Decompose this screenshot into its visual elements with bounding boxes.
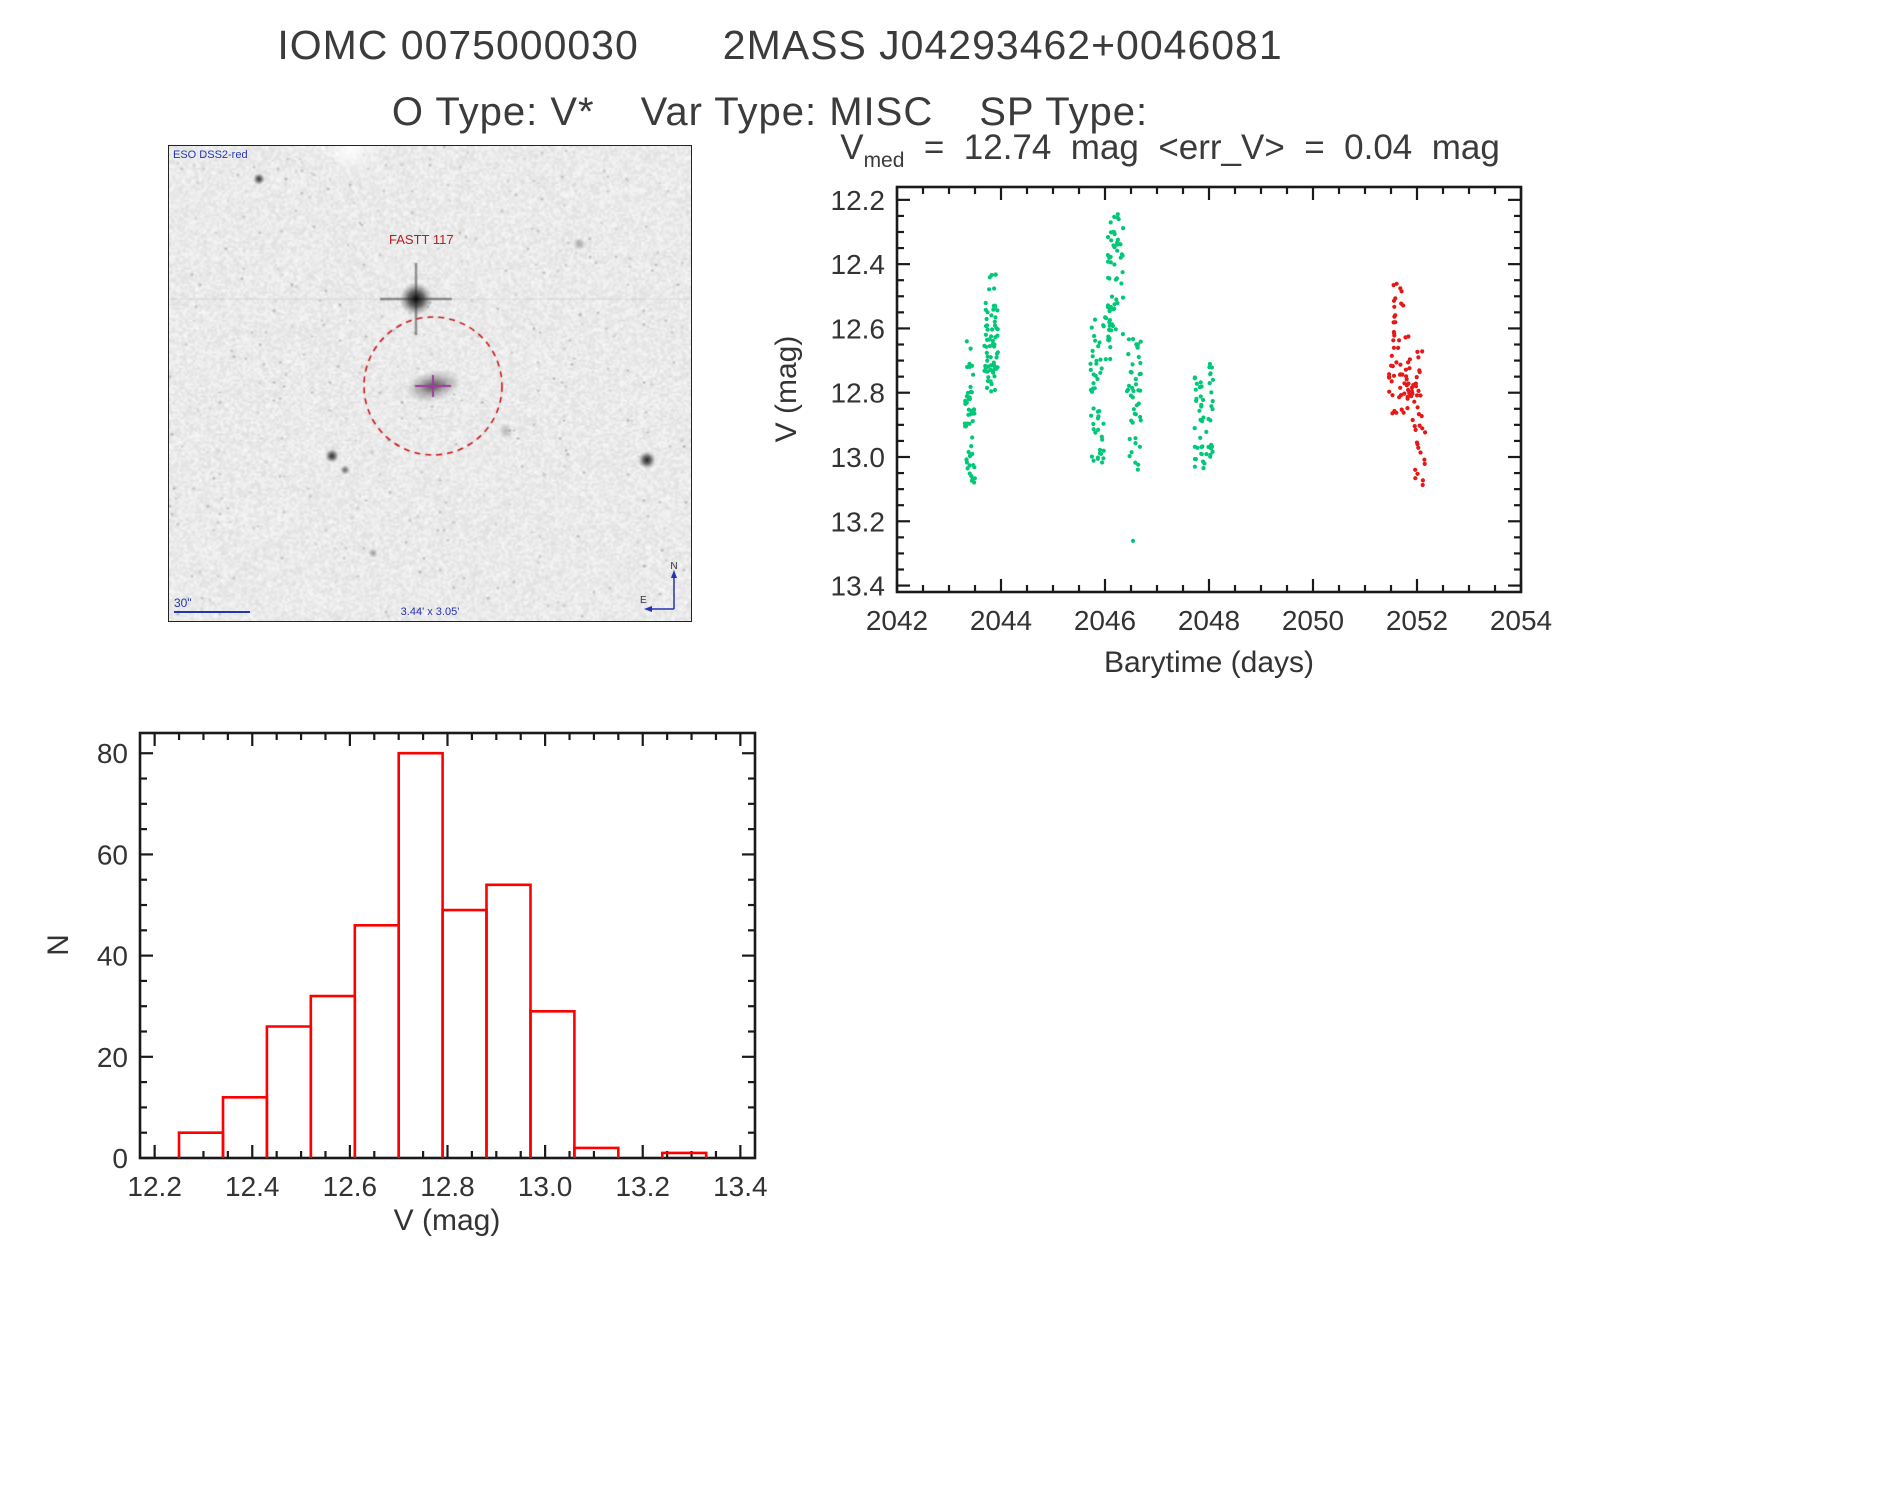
lightcurve-xtick-label: 2054 [1490,605,1552,636]
subtitle-sp-type: SP Type: [979,90,1149,134]
lightcurve-green-points [962,212,1215,543]
histogram-bar [309,994,357,1158]
sky-survey-label: ESO DSS2-red [173,149,248,161]
lightcurve-xtick-label: 2042 [866,605,928,636]
histogram-bar [265,1025,313,1158]
compass-east-label: E [640,595,647,606]
histogram-xtick-label: 13.4 [713,1171,768,1202]
histogram-bar [441,908,488,1158]
histogram-axes: 12.2 12.4 12.6 12.8 13.0 13.2 13.4 0 20 40 60 80 [97,731,768,1202]
histogram-bars [177,751,708,1158]
sky-scale-label: 30" [174,596,192,610]
compass-north-arrow-icon [671,570,677,578]
histogram-ytick-label: 80 [97,738,128,769]
histogram-bar [529,1010,576,1158]
lightcurve-ytick-label: 13.0 [831,442,886,473]
histogram-ytick-label: 20 [97,1042,128,1073]
sky-target-label: FASTT 117 [389,232,454,247]
lightcurve-xtick-label: 2044 [970,605,1032,636]
histogram-xlabel: V (mag) [394,1204,501,1237]
histogram-ylabel: N [42,934,75,956]
histogram-xtick-label: 13.2 [615,1171,670,1202]
lightcurve-xtick-label: 2046 [1074,605,1136,636]
lightcurve-data-points [962,212,1428,543]
lc-title-v-subscript: med [863,149,905,172]
histogram-bar [573,1146,620,1158]
histogram-bar [221,1096,269,1158]
sky-image-panel: ESO DSS2-red FASTT 117 30" 3.44' x 3.05'… [168,145,692,622]
histogram-bar [485,883,532,1158]
lightcurve-ytick-label: 13.4 [831,571,886,602]
lightcurve-ytick-label: 12.2 [831,185,886,216]
histogram-ytick-label: 40 [97,941,128,972]
lightcurve-xtick-label: 2052 [1386,605,1448,636]
compass-north-label: N [670,561,677,572]
sky-compass: N E [640,561,678,612]
lightcurve-red-points [1387,281,1428,488]
lightcurve-xlabel: Barytime (days) [1104,646,1314,679]
page-title: IOMC 0075000030 2MASS J04293462+0046081 [0,22,1560,69]
title-iomc-id: IOMC 0075000030 [277,22,639,68]
histogram-bar [353,924,400,1158]
lc-title-values: = 12.74 mag <err_V> = 0.04 mag [904,128,1500,167]
title-2mass-id: 2MASS J04293462+0046081 [722,22,1283,68]
lightcurve-xtick-label: 2048 [1178,605,1240,636]
histogram-bar [397,751,444,1158]
sky-image-canvas [169,146,691,621]
histogram-bar-outlines [177,751,708,1158]
histogram-xtick-label: 12.4 [225,1171,280,1202]
lightcurve-ytick-label: 12.4 [831,249,886,280]
lc-title-v-symbol: V [840,128,864,167]
histogram-bar [661,1151,708,1158]
sky-scale-line [174,611,250,613]
subtitle-o-type: O Type: V* [391,90,595,134]
lightcurve-chart: 2042 2044 2046 2048 2050 2052 2054 12.2 12.4 12.6… [770,185,1553,679]
lightcurve-xtick-label: 2050 [1282,605,1344,636]
lightcurve-axes: 2042 2044 2046 2048 2050 2052 2054 12.2 12.4 12.6… [831,185,1553,636]
lightcurve-ytick-label: 13.2 [831,506,886,537]
histogram-ytick-label: 0 [112,1143,128,1174]
sky-scale-bar: 30" [174,596,250,613]
lc-title-v: Vmed [840,128,904,172]
histogram-xtick-label: 12.2 [127,1171,182,1202]
histogram-bar [177,1131,225,1158]
lightcurve-ytick-label: 12.6 [831,313,886,344]
histogram-chart: 12.2 12.4 12.6 12.8 13.0 13.2 13.4 0 20 40 60 80 V … [42,731,768,1237]
histogram-ytick-label: 60 [97,839,128,870]
compass-east-arrow-icon [644,606,652,612]
lightcurve-ytick-label: 12.8 [831,378,886,409]
sky-fov-label: 3.44' x 3.05' [400,606,460,618]
lightcurve-ylabel: V (mag) [770,336,803,443]
histogram-xtick-label: 12.8 [420,1171,475,1202]
subtitle-var-type: Var Type: MISC [640,90,934,134]
histogram-xtick-label: 12.6 [323,1171,378,1202]
histogram-xtick-label: 13.0 [518,1171,573,1202]
page-subtitle: O Type: V* Var Type: MISC SP Type: [0,90,1540,135]
lightcurve-title: Vmed = 12.74 mag <err_V> = 0.04 mag [760,128,1580,173]
